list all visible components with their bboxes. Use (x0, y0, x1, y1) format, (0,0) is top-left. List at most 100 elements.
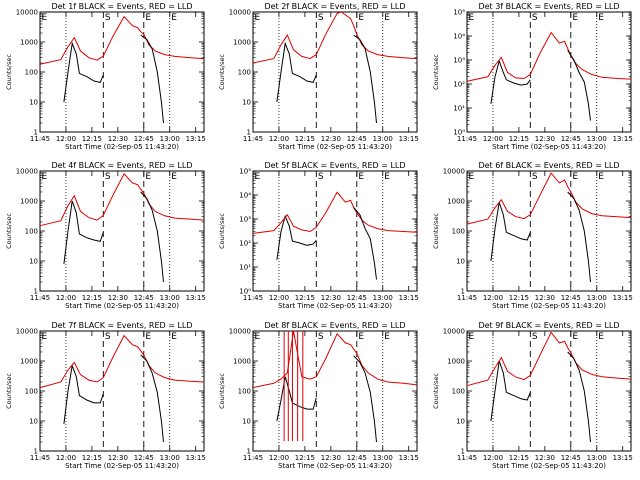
panel-det-8f: Det 8f BLACK = Events, RED = LLD 1 10 100 10… (218, 321, 419, 470)
x-tick-label: 13:00 (587, 454, 607, 462)
y-tick-label: 10² (239, 240, 251, 248)
panel-det-3f: Det 3f BLACK = Events, RED = LLD 10⁰ 10¹ 10… (432, 2, 633, 151)
x-tick-label: 12:30 (535, 135, 555, 143)
y-tick-label: 10 (456, 418, 465, 426)
events-series-line (140, 191, 164, 283)
events-series-line (353, 34, 377, 124)
lld-series-line (252, 11, 418, 64)
x-tick-label: 12:45 (561, 135, 581, 143)
x-tick-label: 11:45 (243, 454, 263, 462)
y-tick-label: 10000 (443, 168, 465, 176)
x-tick-label: 13:15 (399, 454, 419, 462)
events-series-line (567, 351, 591, 443)
x-tick-label: 12:30 (321, 294, 341, 302)
x-tick-label: 12:45 (347, 294, 367, 302)
y-axis-title: Counts/sec (5, 54, 13, 90)
y-tick-label: 10 (29, 99, 38, 107)
x-tick-label: 13:15 (186, 454, 206, 462)
marker-label: S (318, 13, 324, 23)
y-tick-label: 10000 (16, 328, 38, 336)
panel-det-7f: Det 7f BLACK = Events, RED = LLD 1 10 100 10… (5, 321, 206, 470)
marker-label: E (358, 172, 364, 182)
marker-label: S (105, 13, 111, 23)
x-tick-label: 11:45 (30, 294, 50, 302)
y-tick-label: 100 (452, 388, 465, 396)
marker-label: E (572, 13, 578, 23)
axis-frame (466, 11, 632, 133)
y-tick-label: 10³ (239, 216, 251, 224)
panel-det-4f: Det 4f BLACK = Events, RED = LLD 1 10 100 10… (5, 161, 206, 310)
x-tick-label: 12:15 (509, 294, 529, 302)
y-tick-label: 1 (34, 129, 38, 137)
x-tick-label: 12:00 (269, 294, 289, 302)
x-tick-label: 12:45 (561, 454, 581, 462)
y-axis-title: Counts/sec (5, 213, 13, 249)
x-tick-label: 12:45 (347, 454, 367, 462)
y-tick-label: 1 (247, 129, 251, 137)
events-series-line (276, 214, 317, 260)
x-tick-label: 12:45 (134, 294, 154, 302)
events-series-line (276, 41, 317, 103)
events-series-line (63, 363, 104, 424)
x-tick-label: 13:15 (399, 135, 419, 143)
marker-label: E (469, 172, 475, 182)
x-tick-label: 12:00 (269, 135, 289, 143)
x-tick-label: 12:15 (82, 454, 102, 462)
x-tick-label: 11:45 (243, 135, 263, 143)
y-tick-label: 1000 (20, 358, 38, 366)
x-tick-label: 12:30 (321, 454, 341, 462)
y-tick-label: 10 (29, 258, 38, 266)
x-axis-title: Start Time (02-Sep-05 11:43:20) (492, 302, 606, 310)
x-tick-label: 12:15 (509, 454, 529, 462)
marker-label: E (171, 332, 177, 342)
x-tick-label: 13:15 (613, 135, 633, 143)
marker-label: E (145, 332, 151, 342)
y-axis-title: Counts/sec (218, 54, 226, 90)
axis-frame (39, 11, 205, 133)
panel-det-5f: Det 5f BLACK = Events, RED = LLD 10⁰ 10¹ 10… (218, 161, 419, 310)
x-tick-label: 13:00 (373, 294, 393, 302)
lld-series-line (39, 334, 205, 389)
marker-label: E (572, 332, 578, 342)
y-axis-title: Counts/sec (218, 373, 226, 409)
x-tick-label: 12:45 (134, 135, 154, 143)
y-tick-label: 100 (25, 69, 38, 77)
panel-title: Det 8f BLACK = Events, RED = LLD (264, 321, 405, 330)
y-tick-label: 10000 (229, 328, 251, 336)
events-series-line (276, 376, 317, 422)
y-axis-title: Counts/sec (432, 54, 440, 90)
x-axis-title: Start Time (02-Sep-05 11:43:20) (492, 462, 606, 470)
y-tick-label: 100 (25, 228, 38, 236)
x-tick-label: 12:45 (134, 454, 154, 462)
x-axis-title: Start Time (02-Sep-05 11:43:20) (492, 143, 606, 151)
x-axis-title: Start Time (02-Sep-05 11:43:20) (278, 462, 392, 470)
x-tick-label: 13:00 (160, 454, 180, 462)
x-tick-label: 11:45 (457, 454, 477, 462)
x-tick-label: 11:45 (243, 294, 263, 302)
axis-frame (252, 330, 418, 452)
axis-frame (466, 170, 632, 292)
marker-label: E (255, 172, 261, 182)
x-tick-label: 13:15 (613, 294, 633, 302)
y-axis-title: Counts/sec (5, 373, 13, 409)
panel-det-1f: Det 1f BLACK = Events, RED = LLD 1 10 100 10… (5, 2, 206, 151)
marker-label: E (358, 13, 364, 23)
x-tick-label: 13:15 (613, 454, 633, 462)
x-tick-label: 11:45 (30, 454, 50, 462)
axis-frame (39, 170, 205, 292)
x-tick-label: 12:15 (295, 454, 315, 462)
x-tick-label: 12:00 (483, 454, 503, 462)
events-series-line (567, 191, 591, 283)
y-axis-title: Counts/sec (432, 373, 440, 409)
events-series-line (63, 200, 104, 264)
marker-label: E (384, 13, 390, 23)
marker-label: E (255, 13, 261, 23)
y-tick-label: 1000 (20, 39, 38, 47)
y-tick-label: 1 (34, 288, 38, 296)
panel-title: Det 4f BLACK = Events, RED = LLD (51, 161, 192, 170)
lld-series-line (466, 31, 632, 82)
axis-frame (466, 330, 632, 452)
panel-det-6f: Det 6f BLACK = Events, RED = LLD 1 10 100 10… (432, 161, 633, 310)
panel-title: Det 3f BLACK = Events, RED = LLD (478, 2, 619, 11)
marker-label: S (532, 13, 538, 23)
